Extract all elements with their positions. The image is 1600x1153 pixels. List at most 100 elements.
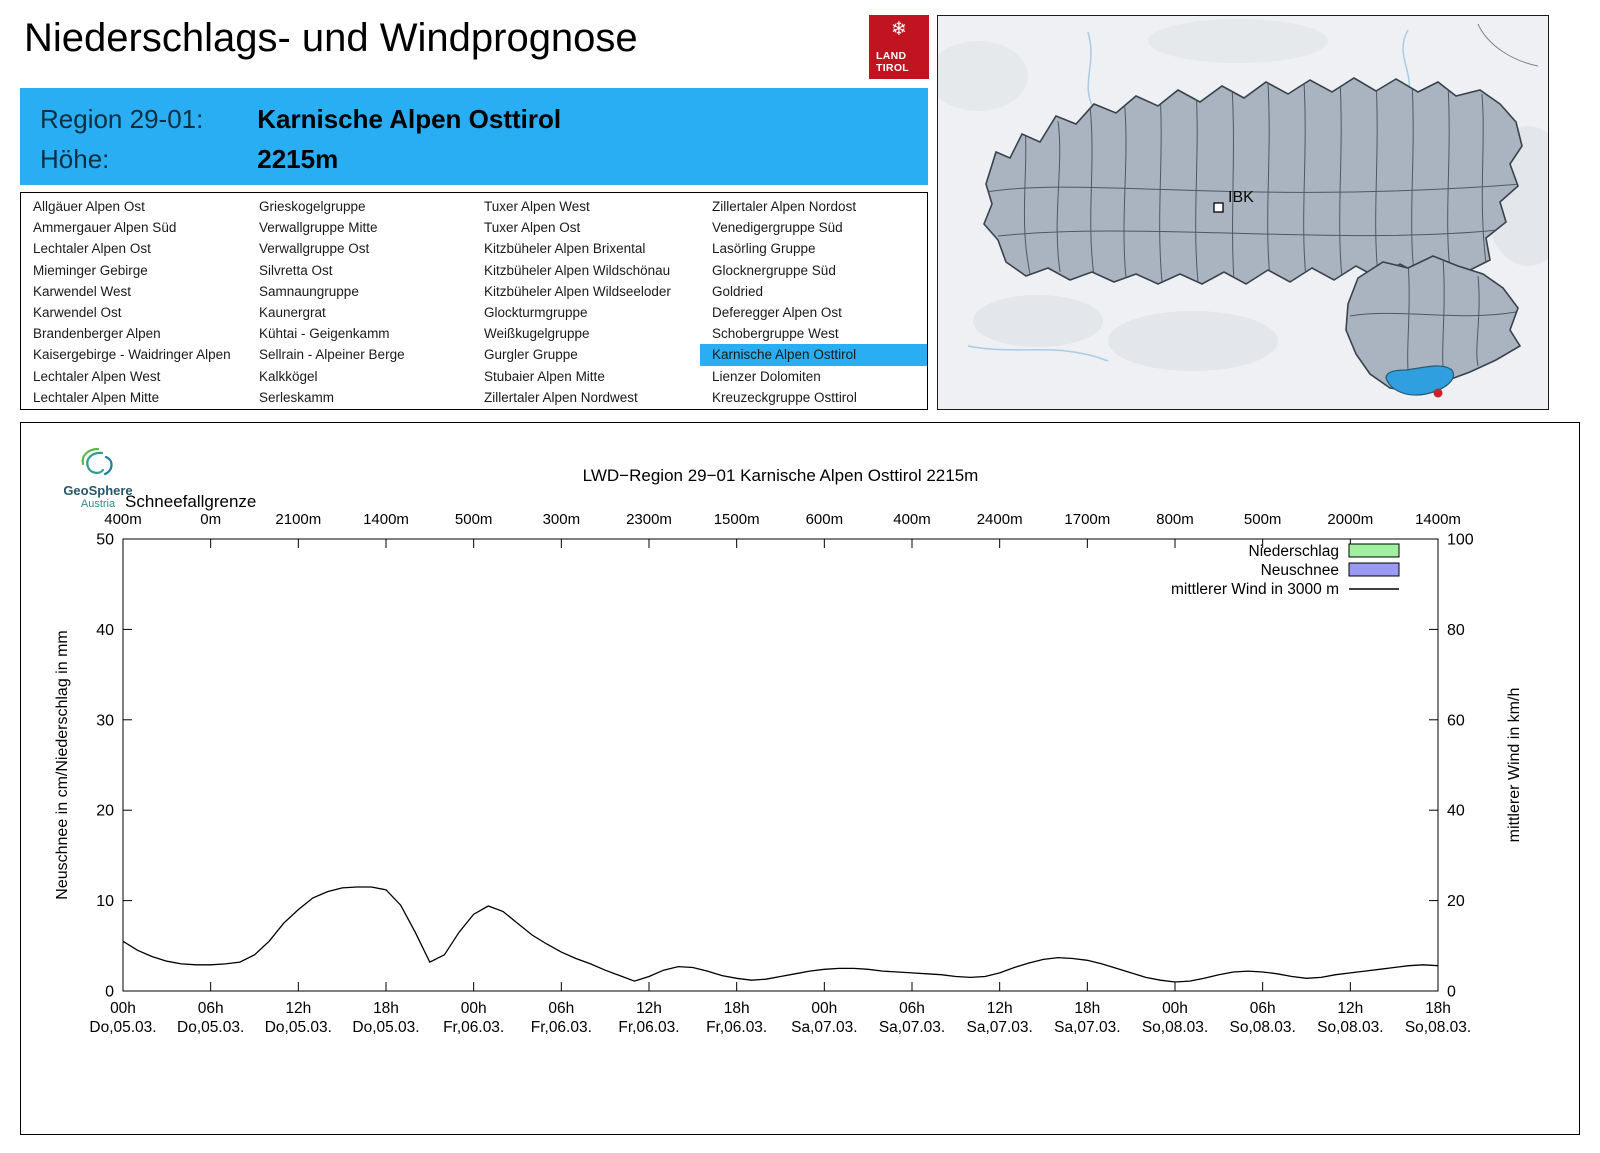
region-item[interactable]: Karwendel West: [33, 283, 132, 299]
region-item[interactable]: Silvretta Ost: [259, 262, 333, 278]
geosphere-sub: Austria: [80, 498, 116, 511]
y-axis-left-title: Neuschnee in cm/Niederschlag in mm: [54, 630, 71, 899]
region-item[interactable]: Kalkkögel: [259, 368, 318, 384]
region-item[interactable]: Kitzbüheler Alpen Wildseeloder: [484, 283, 671, 299]
tirol-map-panel[interactable]: IBK: [937, 15, 1549, 410]
region-item[interactable]: Stubaier Alpen Mitte: [484, 368, 605, 384]
y-tick-right: 20: [1447, 893, 1465, 910]
logo-text: LAND TIROL: [869, 50, 909, 74]
region-item[interactable]: Lechtaler Alpen West: [33, 368, 161, 384]
region-borders: [985, 79, 1522, 283]
x-tick-date: So,08.03.: [1229, 1019, 1295, 1036]
region-item[interactable]: Kaunergrat: [259, 304, 326, 320]
x-tick-time: 00h: [1162, 1000, 1188, 1017]
snowline-value: 800m: [1156, 511, 1194, 528]
region-item[interactable]: Kühtai - Geigenkamm: [259, 326, 390, 342]
x-tick-time: 18h: [373, 1000, 399, 1017]
snowline-label: Schneefallgrenze: [125, 492, 256, 511]
legend-swatch: [1348, 543, 1400, 558]
region-item[interactable]: Zillertaler Alpen Nordost: [712, 199, 857, 214]
tirol-map[interactable]: IBK: [938, 16, 1548, 409]
snowline-value: 2100m: [275, 511, 321, 528]
snowline-value: 500m: [455, 511, 493, 528]
region-item[interactable]: Tuxer Alpen Ost: [484, 220, 581, 236]
x-tick-date: Do,05.03.: [89, 1019, 156, 1036]
region-item[interactable]: Glockturmgruppe: [484, 304, 588, 320]
region-item[interactable]: Lienzer Dolomiten: [712, 368, 821, 384]
region-item[interactable]: Sellrain - Alpeiner Berge: [259, 347, 405, 363]
region-column: Tuxer Alpen West Tuxer Alpen Ost Kitzbühel…: [472, 196, 700, 409]
region-item[interactable]: Kitzbüheler Alpen Wildschönau: [484, 262, 671, 278]
x-tick-date: Do,05.03.: [352, 1019, 419, 1036]
region-item[interactable]: Karwendel Ost: [33, 304, 122, 320]
height-value: 2215m: [257, 144, 339, 174]
region-item[interactable]: Gurgler Gruppe: [484, 347, 578, 363]
forecast-chart: LWD−Region 29−01 Karnische Alpen Osttiro…: [54, 466, 1523, 1036]
y-tick-left: 50: [96, 532, 114, 549]
region-item[interactable]: Serleskamm: [259, 389, 335, 405]
x-tick-date: So,08.03.: [1317, 1019, 1383, 1036]
north-tirol-regions[interactable]: [983, 77, 1523, 285]
snowline-value: 1400m: [1415, 511, 1461, 528]
x-tick-date: Sa,07.03.: [966, 1019, 1032, 1036]
region-item[interactable]: Deferegger Alpen Ost: [712, 304, 842, 320]
region-column: Allgäuer Alpen Ost Ammergauer Alpen Süd Le…: [21, 196, 247, 409]
region-item[interactable]: Lasörling Gruppe: [712, 241, 816, 257]
x-tick-time: 18h: [1074, 1000, 1100, 1017]
snowline-value: 1400m: [363, 511, 409, 528]
region-item[interactable]: Mieminger Gebirge: [33, 262, 148, 278]
x-tick-date: Do,05.03.: [177, 1019, 244, 1036]
region-item[interactable]: Glocknergruppe Süd: [712, 262, 836, 278]
x-tick-date: Fr,06.03.: [443, 1019, 504, 1036]
region-item[interactable]: Venedigergruppe Süd: [712, 220, 843, 236]
snowline-value: 500m: [1244, 511, 1282, 528]
x-tick-time: 12h: [285, 1000, 311, 1017]
forecast-chart-panel: GeoSphere Austria LWD−Region 29−01 Karni…: [20, 422, 1580, 1135]
x-tick-date: Fr,06.03.: [618, 1019, 679, 1036]
selected-region-shape[interactable]: [1385, 365, 1454, 396]
region-item[interactable]: Goldried: [712, 283, 764, 299]
region-item[interactable]: Tuxer Alpen West: [484, 199, 590, 214]
x-tick-time: 18h: [724, 1000, 750, 1017]
ibk-marker: IBK: [1213, 189, 1254, 213]
region-item[interactable]: Ammergauer Alpen Süd: [33, 220, 177, 236]
y-tick-left: 40: [96, 622, 114, 639]
legend-swatch: [1348, 562, 1400, 577]
y-tick-left: 20: [96, 803, 114, 820]
station-dot: [1433, 388, 1443, 398]
x-tick-time: 06h: [1250, 1000, 1276, 1017]
region-item[interactable]: Grieskogelgruppe: [259, 199, 366, 214]
y-tick-right: 60: [1447, 712, 1465, 729]
logo-line-tirol: TIROL: [876, 61, 909, 74]
national-border-line: [1477, 23, 1539, 67]
east-tirol-regions[interactable]: [1345, 255, 1522, 398]
x-tick-time: 06h: [198, 1000, 224, 1017]
region-item[interactable]: Samnaungruppe: [259, 283, 359, 299]
y-tick-left: 0: [105, 984, 114, 1001]
region-item[interactable]: Kitzbüheler Alpen Brixental: [484, 241, 646, 257]
x-tick-time: 00h: [811, 1000, 837, 1017]
snowline-value: 0m: [200, 511, 221, 528]
region-item[interactable]: Kreuzeckgruppe Osttirol: [712, 389, 857, 405]
region-item[interactable]: Zillertaler Alpen Nordwest: [484, 389, 638, 405]
legend-label: Niederschlag: [1249, 543, 1339, 560]
geosphere-logo: GeoSphere Austria: [55, 445, 141, 511]
region-item[interactable]: Karnische Alpen Osttirol: [700, 344, 927, 366]
region-item[interactable]: Allgäuer Alpen Ost: [33, 199, 145, 214]
region-item[interactable]: Lechtaler Alpen Ost: [33, 241, 151, 257]
snowflake-icon: ❄: [891, 18, 907, 40]
region-item[interactable]: Kaisergebirge - Waidringer Alpen: [33, 347, 231, 363]
y-tick-right: 80: [1447, 622, 1465, 639]
region-item[interactable]: Verwallgruppe Ost: [259, 241, 370, 257]
region-item[interactable]: Brandenberger Alpen: [33, 326, 161, 342]
y-tick-left: 30: [96, 712, 114, 729]
x-tick-date: Fr,06.03.: [706, 1019, 767, 1036]
y-tick-right: 100: [1447, 532, 1474, 549]
snowline-value: 400m: [104, 511, 142, 528]
region-item[interactable]: Verwallgruppe Mitte: [259, 220, 378, 236]
x-tick-date: Fr,06.03.: [531, 1019, 592, 1036]
region-item[interactable]: Weißkugelgruppe: [484, 326, 590, 342]
snowline-value: 400m: [893, 511, 931, 528]
region-item[interactable]: Schobergruppe West: [712, 326, 839, 342]
region-item[interactable]: Lechtaler Alpen Mitte: [33, 389, 160, 405]
